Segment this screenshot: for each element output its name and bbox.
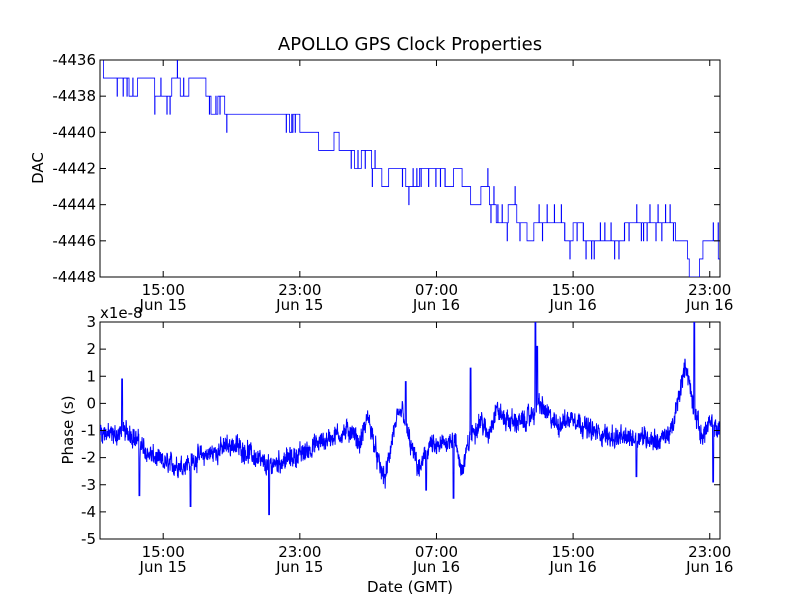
dac-series-group [100, 60, 720, 277]
phase-x-tick-date: Jun 16 [685, 558, 733, 576]
dac-x-tick-time: 23:00 [688, 281, 731, 299]
dac-x-tick-time: 15:00 [142, 281, 185, 299]
phase-y-tick-label: 3 [86, 313, 96, 331]
dac-y-tick-label: -4436 [52, 51, 96, 69]
phase-y-axis-label: Phase (s) [59, 395, 77, 464]
dac-x-tick-time: 07:00 [415, 281, 458, 299]
dac-y-tick-label: -4444 [52, 196, 96, 214]
phase-x-tick-time: 23:00 [278, 543, 321, 561]
phase-y-tick-label: 2 [86, 340, 96, 358]
phase-x-tick-date: Jun 15 [275, 558, 323, 576]
phase-y-tick-label: 1 [86, 367, 96, 385]
phase-series-group [100, 322, 720, 516]
dac-y-tick-label: -4438 [52, 87, 96, 105]
phase-x-tick-time: 15:00 [142, 543, 185, 561]
phase-series-line [100, 322, 720, 516]
dac-y-tick-label: -4446 [52, 232, 96, 250]
phase-x-tick-date: Jun 16 [412, 558, 460, 576]
dac-x-tick-time: 23:00 [278, 281, 321, 299]
dac-x-tick-date: Jun 15 [139, 296, 187, 314]
phase-x-tick-date: Jun 16 [548, 558, 596, 576]
dac-x-tick-date: Jun 15 [275, 296, 323, 314]
phase-y-tick-label: -3 [81, 476, 96, 494]
dac-series-line [100, 60, 720, 277]
phase-x-tick-date: Jun 15 [139, 558, 187, 576]
phase-y-tick-label: -5 [81, 530, 96, 548]
dac-x-tick-date: Jun 16 [412, 296, 460, 314]
dac-x-tick-time: 15:00 [551, 281, 594, 299]
phase-x-tick-time: 15:00 [551, 543, 594, 561]
phase-x-tick-time: 23:00 [688, 543, 731, 561]
phase-y-tick-label: -1 [81, 422, 96, 440]
dac-y-tick-label: -4442 [52, 160, 96, 178]
phase-y-tick-label: -4 [81, 503, 96, 521]
dac-y-tick-label: -4448 [52, 268, 96, 286]
dac-x-tick-date: Jun 16 [548, 296, 596, 314]
phase-y-ticks: 3 2 1 0 -1 -2 -3 -4 -5 [81, 313, 720, 548]
phase-x-tick-time: 07:00 [415, 543, 458, 561]
x-axis-label: Date (GMT) [367, 578, 453, 596]
dac-y-ticks: -4436 -4438 -4440 -4442 -4444 -4446 -4448 [52, 51, 720, 286]
phase-y-tick-label: -2 [81, 449, 96, 467]
dac-y-tick-label: -4440 [52, 123, 96, 141]
dac-y-axis-label: DAC [29, 152, 47, 184]
dac-x-tick-date: Jun 16 [685, 296, 733, 314]
chart-title: APOLLO GPS Clock Properties [278, 34, 542, 55]
dac-panel: -4436 -4438 -4440 -4442 -4444 -4446 -4448 15:0… [29, 51, 733, 314]
phase-offset-text: x1e-8 [100, 304, 143, 322]
phase-y-tick-label: 0 [86, 394, 96, 412]
